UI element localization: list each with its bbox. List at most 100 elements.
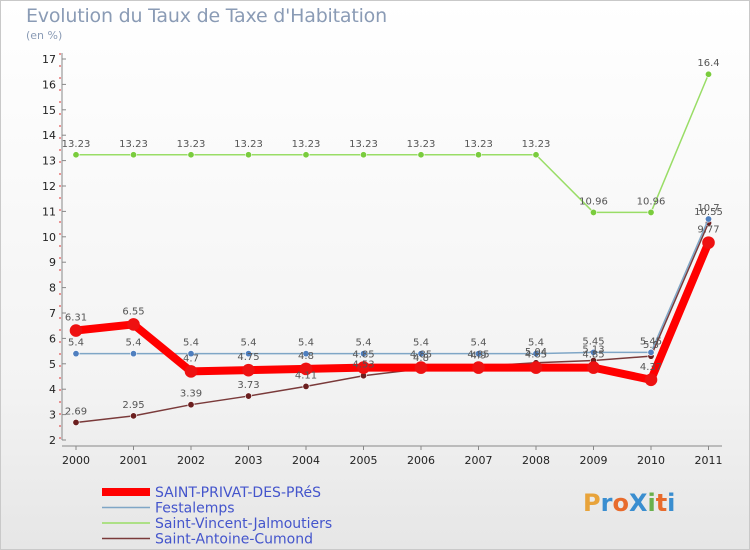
data-label-1: 5.4 bbox=[528, 338, 544, 349]
data-label-1: 10.7 bbox=[697, 203, 719, 214]
data-label-3: 10.55 bbox=[694, 207, 723, 218]
data-label-2: 16.4 bbox=[697, 58, 719, 69]
data-label-1: 5.4 bbox=[241, 338, 257, 349]
series-point-0 bbox=[529, 361, 543, 374]
data-label-0: 4.8 bbox=[298, 351, 314, 362]
y-tick-label: 6 bbox=[49, 332, 56, 345]
x-tick-label: 2006 bbox=[407, 454, 435, 467]
series-point-0 bbox=[587, 361, 600, 374]
data-label-2: 10.96 bbox=[579, 196, 608, 207]
data-label-2: 13.23 bbox=[292, 139, 321, 150]
legend-label-1: Festalemps bbox=[155, 501, 235, 517]
series-point-0 bbox=[472, 361, 485, 374]
series-point-2 bbox=[647, 208, 655, 216]
data-label-1: 5.4 bbox=[68, 338, 84, 349]
series-point-0 bbox=[299, 362, 313, 376]
data-label-2: 13.23 bbox=[522, 139, 551, 150]
data-label-0: 9.77 bbox=[697, 225, 719, 236]
x-tick-label: 2002 bbox=[177, 454, 205, 467]
series-point-2 bbox=[359, 151, 367, 159]
y-tick-label: 15 bbox=[42, 104, 56, 117]
data-label-3: 4.11 bbox=[295, 370, 317, 381]
data-label-3: 4.53 bbox=[352, 360, 374, 371]
data-label-0: 4.85 bbox=[582, 350, 604, 361]
data-label-3: 5.04 bbox=[525, 347, 547, 358]
series-line-2 bbox=[75, 73, 710, 214]
series-point-2 bbox=[187, 151, 195, 159]
series-point-1 bbox=[474, 350, 482, 358]
series-point-3 bbox=[72, 418, 80, 426]
series-point-2 bbox=[589, 208, 597, 216]
x-tick-label: 2000 bbox=[62, 454, 90, 467]
data-label-3: 4.8 bbox=[413, 353, 429, 364]
x-tick-label: 2011 bbox=[695, 454, 723, 467]
data-label-0: 4.85 bbox=[410, 350, 432, 361]
series-point-1 bbox=[647, 348, 655, 356]
series-point-0 bbox=[702, 236, 715, 249]
data-label-2: 13.23 bbox=[234, 139, 263, 150]
series-line-0 bbox=[72, 238, 713, 384]
series-point-0 bbox=[357, 361, 370, 374]
data-label-0: 4.85 bbox=[525, 350, 547, 361]
data-label-3: 2.95 bbox=[122, 400, 144, 411]
series-point-0 bbox=[184, 365, 198, 378]
data-label-0: 4.75 bbox=[237, 352, 259, 363]
y-tick-label: 16 bbox=[42, 78, 56, 91]
data-label-3: 2.69 bbox=[65, 406, 87, 417]
series-point-2 bbox=[245, 151, 253, 159]
series-point-1 bbox=[532, 350, 540, 358]
data-label-1: 5.45 bbox=[582, 336, 604, 347]
data-label-3: 3.73 bbox=[237, 380, 259, 391]
y-tick-label: 11 bbox=[42, 205, 56, 218]
x-tick-label: 2009 bbox=[580, 454, 608, 467]
x-tick-label: 2010 bbox=[637, 454, 665, 467]
series-line-1 bbox=[75, 218, 710, 355]
x-tick-label: 2001 bbox=[120, 454, 148, 467]
y-tick-label: 7 bbox=[49, 307, 56, 320]
series-point-3 bbox=[130, 412, 138, 420]
data-label-0: 4.85 bbox=[352, 350, 374, 361]
series-point-0 bbox=[69, 324, 83, 337]
data-label-1: 5.4 bbox=[356, 338, 372, 349]
data-label-2: 10.96 bbox=[637, 196, 666, 207]
y-tick-label: 12 bbox=[42, 180, 56, 193]
x-tick-label: 2005 bbox=[350, 454, 378, 467]
series-point-1 bbox=[359, 350, 367, 358]
series-point-1 bbox=[417, 350, 425, 358]
y-tick-label: 3 bbox=[49, 409, 56, 422]
series-point-1 bbox=[589, 348, 597, 356]
series-point-2 bbox=[130, 151, 138, 159]
series-point-2 bbox=[417, 151, 425, 159]
y-tick-label: 4 bbox=[49, 383, 56, 396]
x-tick-label: 2008 bbox=[522, 454, 550, 467]
data-label-1: 5.4 bbox=[183, 338, 199, 349]
data-label-0: 4.37 bbox=[640, 362, 662, 373]
legend-label-0: SAINT-PRIVAT-DES-PRéS bbox=[155, 485, 321, 501]
data-label-2: 13.23 bbox=[119, 139, 148, 150]
data-label-3: 5.3 bbox=[643, 340, 659, 351]
y-tick-label: 8 bbox=[49, 282, 56, 295]
series-point-0 bbox=[414, 361, 428, 374]
y-tick-label: 5 bbox=[49, 358, 56, 371]
series-point-1 bbox=[704, 215, 712, 223]
series-point-1 bbox=[187, 350, 195, 358]
chart-title: Evolution du Taux de Taxe d'Habitation bbox=[26, 5, 387, 27]
data-label-3: 4.9 bbox=[471, 350, 487, 361]
series-line-3 bbox=[75, 222, 710, 424]
x-tick-label: 2003 bbox=[235, 454, 263, 467]
data-label-0: 6.31 bbox=[65, 313, 87, 324]
data-label-1: 5.4 bbox=[413, 338, 429, 349]
series-point-2 bbox=[474, 151, 482, 159]
series-point-2 bbox=[532, 151, 540, 159]
y-tick-label: 2 bbox=[49, 434, 56, 447]
data-label-0: 4.7 bbox=[183, 353, 199, 364]
data-label-2: 13.23 bbox=[464, 139, 493, 150]
y-tick-label: 9 bbox=[49, 256, 56, 269]
y-tick-label: 10 bbox=[42, 231, 56, 244]
series-point-1 bbox=[302, 350, 310, 358]
data-label-3: 3.39 bbox=[180, 389, 202, 400]
series-point-0 bbox=[644, 373, 658, 387]
chart-unit-label: (en %) bbox=[26, 29, 63, 42]
